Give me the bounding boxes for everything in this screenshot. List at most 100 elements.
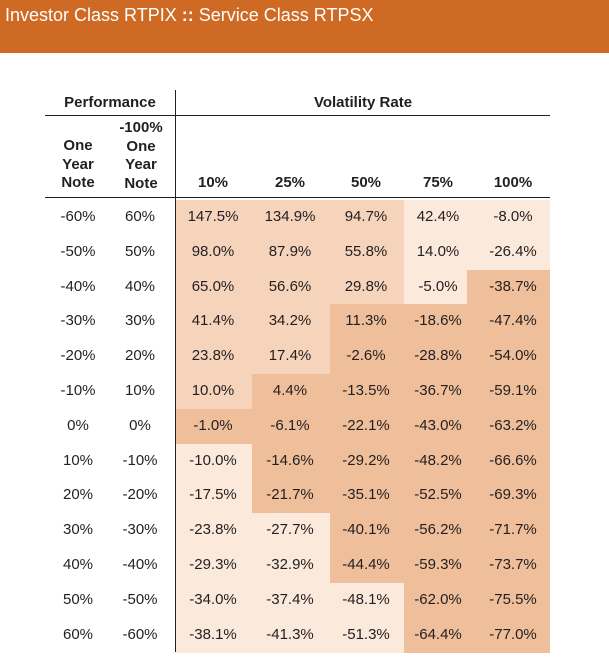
volatility-column-header: 25% [274, 174, 306, 191]
shade-cell [404, 304, 467, 340]
shade-cell [176, 582, 252, 619]
return-value: -36.7% [414, 382, 462, 399]
service-class-label: Service Class RTPSX [198, 5, 374, 25]
return-value: -2.6% [346, 347, 386, 365]
return-value: -43.0% [414, 416, 462, 434]
one-year-note-header: Year [62, 155, 94, 173]
return-value: 134.9% [264, 208, 316, 225]
shade-cell [467, 443, 550, 479]
one-year-note-header: One [63, 137, 93, 154]
shade-cell [330, 617, 404, 653]
shade-cell [467, 374, 550, 410]
shade-cell [176, 234, 252, 271]
shade-cell [252, 513, 330, 549]
shade-cell [467, 478, 550, 514]
volatility-column-header: 100% [493, 174, 533, 191]
return-value: -44.4% [342, 556, 390, 573]
return-value: -73.7% [489, 556, 537, 573]
return-value: 94.7% [344, 208, 388, 225]
return-value: -26.4% [489, 242, 537, 260]
return-value: -54.0% [489, 347, 537, 365]
return-value: -59.3% [414, 556, 462, 573]
return-value: -6.1% [270, 416, 310, 434]
one-year-note-value: -40% [60, 277, 96, 295]
return-value: -41.3% [266, 625, 314, 643]
minus100-value: -20% [122, 486, 158, 504]
return-value: -17.5% [189, 486, 237, 504]
volatility-rate-header: Volatility Rate [313, 94, 413, 111]
header-top-rule [176, 115, 550, 116]
one-year-note-header: Note [61, 174, 95, 191]
return-value: -47.4% [489, 312, 537, 330]
return-value: -35.1% [342, 486, 390, 504]
return-value: -48.2% [414, 451, 462, 469]
shade-cell [176, 478, 252, 514]
shade-cell [467, 234, 550, 271]
shade-cell [467, 513, 550, 549]
shade-cell [252, 548, 330, 584]
one-year-note-value: 60% [62, 625, 94, 643]
shade-cell [404, 443, 467, 479]
shade-cell [467, 200, 550, 236]
shade-cell [176, 200, 252, 236]
one-year-note-value: 10% [62, 451, 94, 469]
one-year-note-value: -20% [60, 347, 96, 365]
return-value: 17.4% [268, 347, 312, 365]
return-value: 14.0% [416, 242, 460, 260]
return-value: -69.3% [489, 486, 537, 504]
shade-cell [467, 339, 550, 375]
return-value: 4.4% [272, 382, 308, 399]
shade-cell [404, 513, 467, 549]
return-value: 23.8% [191, 347, 235, 365]
shade-cell [252, 374, 330, 410]
minus100-value: 50% [124, 242, 156, 260]
return-value: -75.5% [489, 590, 537, 608]
shade-cell [330, 374, 404, 410]
return-value: -56.2% [414, 521, 462, 539]
volatility-column-header: 50% [350, 174, 382, 191]
minus100-value: 0% [129, 416, 151, 434]
return-value: -66.6% [489, 451, 537, 469]
return-value: 87.9% [268, 242, 312, 260]
minus100-one-year-note-header: Year [125, 156, 157, 173]
return-value: -37.4% [266, 590, 314, 608]
minus100-value: -40% [122, 556, 158, 573]
banner-title: Investor Class RTPIX :: Service Class RT… [5, 5, 373, 26]
return-value: -10.0% [189, 451, 237, 469]
minus100-one-year-note-header: -100% [119, 119, 163, 136]
shade-cell [252, 339, 330, 375]
header-top-rule [45, 115, 175, 116]
return-value: -18.6% [414, 312, 462, 330]
shade-cell [252, 304, 330, 340]
shade-cell [176, 269, 252, 305]
minus100-value: -10% [122, 451, 158, 469]
shade-cell [330, 478, 404, 514]
one-year-note-value: -50% [60, 242, 96, 260]
shade-cell [330, 200, 404, 236]
minus100-value: 20% [124, 347, 156, 365]
one-year-note-value: -60% [60, 208, 96, 225]
minus100-value: 60% [124, 208, 156, 225]
class-separator: :: [181, 5, 194, 25]
shade-cell [330, 339, 404, 375]
return-value: -52.5% [414, 486, 462, 504]
shade-cell [467, 617, 550, 653]
return-value: -8.0% [493, 208, 533, 225]
return-value: 147.5% [187, 208, 239, 225]
shade-cell [176, 548, 252, 584]
minus100-value: -30% [122, 521, 158, 539]
shade-cell [404, 374, 467, 410]
return-value: -29.2% [342, 451, 390, 469]
return-value: -23.8% [189, 521, 237, 539]
shade-cell [252, 478, 330, 514]
return-value: -32.9% [266, 556, 314, 573]
shade-cell [467, 582, 550, 619]
return-value: -64.4% [414, 625, 462, 643]
return-value: -38.7% [489, 277, 537, 295]
return-value: -38.1% [189, 625, 237, 643]
one-year-note-value: 30% [62, 521, 94, 539]
volatility-column-header: 10% [197, 174, 229, 191]
shade-cell [252, 582, 330, 619]
return-value: -62.0% [414, 590, 462, 608]
